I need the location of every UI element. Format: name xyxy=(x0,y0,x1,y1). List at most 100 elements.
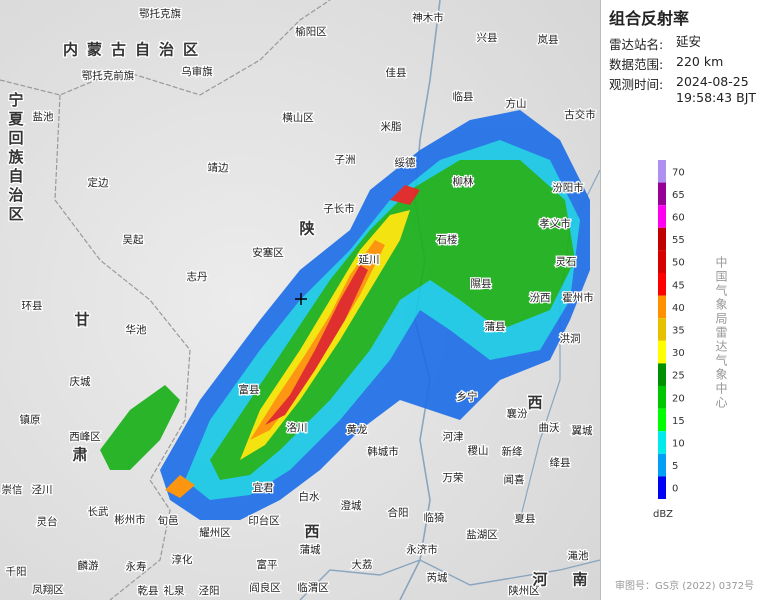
approval: 审图号：GS京 (2022) 0372号 xyxy=(615,581,755,592)
legend-label: 50 xyxy=(672,258,685,269)
place-label: 彬州市 xyxy=(114,513,146,526)
place-label: 临猗 xyxy=(424,511,445,524)
echo xyxy=(100,110,590,520)
place-label: 乌审旗 xyxy=(181,65,213,78)
place-label: 镇原 xyxy=(20,413,41,426)
place-label: 临渭区 xyxy=(297,581,329,594)
place-label: 鄂托克前旗 xyxy=(82,69,135,82)
place-label: 阎良区 xyxy=(249,581,281,594)
place-label: 乾县 xyxy=(138,584,159,597)
echo-red xyxy=(265,265,368,425)
place-label: 柳林 xyxy=(453,175,474,188)
place-label: 石楼 xyxy=(437,233,458,246)
place-label: 盐池 xyxy=(33,110,54,123)
place-label: 榆阳区 xyxy=(295,25,327,38)
info-label: 观测时间: xyxy=(609,77,664,92)
place-label: 佳县 xyxy=(386,66,407,79)
place-label: 夏县 xyxy=(515,513,536,525)
info-label: 数据范围: xyxy=(609,57,664,72)
place-label: 蒲县 xyxy=(485,320,506,333)
place-label: 西 xyxy=(527,394,542,412)
legend-label: 35 xyxy=(672,326,685,337)
place-label: 长武 xyxy=(88,505,109,518)
place-label: 大荔 xyxy=(352,558,373,571)
place-label: 子长市 xyxy=(323,202,355,215)
legend-label: 40 xyxy=(672,303,685,314)
place-label: 凤翔区 xyxy=(32,583,64,596)
legend-label: 0 xyxy=(672,484,678,495)
legend-swatch xyxy=(658,408,666,432)
place-label: 曲沃 xyxy=(539,422,560,434)
river xyxy=(299,559,600,600)
place-label: 古交市 xyxy=(564,108,596,121)
place-label: 闻喜 xyxy=(504,473,525,486)
legend-label: 5 xyxy=(672,461,678,472)
place-label: 蒲城 xyxy=(300,543,321,556)
place-label: 延川 xyxy=(359,254,380,266)
legend-label: 70 xyxy=(672,167,685,178)
legend-swatch xyxy=(658,227,666,251)
legend-swatch xyxy=(658,318,666,341)
legend-unit: dBZ xyxy=(653,509,673,520)
place-label: 志丹 xyxy=(187,270,208,283)
place-label: 孝义市 xyxy=(539,217,571,230)
place-label: 岚县 xyxy=(538,34,559,46)
place-label: 陕州区 xyxy=(508,584,540,597)
place-label: 千阳 xyxy=(6,566,27,578)
place-label: 神木市 xyxy=(412,11,444,24)
radar-site xyxy=(295,293,307,305)
place-label: 临县 xyxy=(453,90,474,103)
place-label: 灵石 xyxy=(556,256,577,268)
legend-swatch xyxy=(658,295,666,319)
info-value: 延安 xyxy=(676,34,702,49)
legend-label: 25 xyxy=(672,371,685,382)
place-label: 霍州市 xyxy=(562,291,594,304)
place-label: 方山 xyxy=(506,97,527,110)
place-label: 环县 xyxy=(22,300,43,312)
echo-orange xyxy=(165,475,195,498)
info-value: 220 km xyxy=(676,54,724,69)
place-label: 河 xyxy=(532,571,547,589)
place-label: 洛川 xyxy=(287,421,308,434)
info-panel: 组合反射率 雷达站名: 延安 数据范围: 220 km 观测时间: 2024-08-2… xyxy=(600,0,757,600)
info-row: 观测时间: 2024-08-25 19:58:43 BJT xyxy=(609,74,756,105)
info-row: 雷达站名: 延安 xyxy=(609,34,701,53)
place-label: 黄龙 xyxy=(347,423,368,436)
border xyxy=(54,94,191,600)
legend-label: 30 xyxy=(672,348,685,359)
legend-label: 20 xyxy=(672,393,685,404)
info-row: 数据范围: 220 km xyxy=(609,54,723,73)
place-label: 华池 xyxy=(126,323,147,336)
place-label: 西峰区 xyxy=(69,431,101,443)
place-label: 安塞区 xyxy=(252,246,284,259)
legend-swatch xyxy=(658,160,666,183)
place-label: 灵台 xyxy=(37,515,58,528)
place-label: 南 xyxy=(572,571,587,589)
place-label: 盐湖区 xyxy=(466,528,498,541)
title: 组合反射率 xyxy=(609,9,690,28)
place-label: 泾阳 xyxy=(199,584,220,597)
place-label: 内蒙古自治区 xyxy=(63,41,207,59)
place-label: 甘 xyxy=(74,311,89,329)
place-label: 芮城 xyxy=(427,571,448,584)
info-value: 2024-08-25 19:58:43 BJT xyxy=(676,74,757,105)
place-label: 子洲 xyxy=(335,154,356,166)
place-label: 汾西 xyxy=(530,292,551,304)
place-label: 宜君 xyxy=(253,481,274,494)
legend-swatch xyxy=(658,386,666,409)
place-label: 翼城 xyxy=(572,425,593,437)
place-label: 吴起 xyxy=(123,234,144,246)
place-label: 襄汾 xyxy=(507,407,528,420)
legend-label: 10 xyxy=(672,439,685,450)
place-label: 靖边 xyxy=(208,161,229,174)
legend-swatch xyxy=(658,363,666,386)
legend-swatch xyxy=(658,340,666,364)
legend-swatch xyxy=(658,453,666,477)
place-label: 兴县 xyxy=(477,32,498,44)
place-label: 永寿 xyxy=(126,560,147,573)
echo-green xyxy=(210,160,575,480)
place-label: 澄城 xyxy=(341,499,362,512)
